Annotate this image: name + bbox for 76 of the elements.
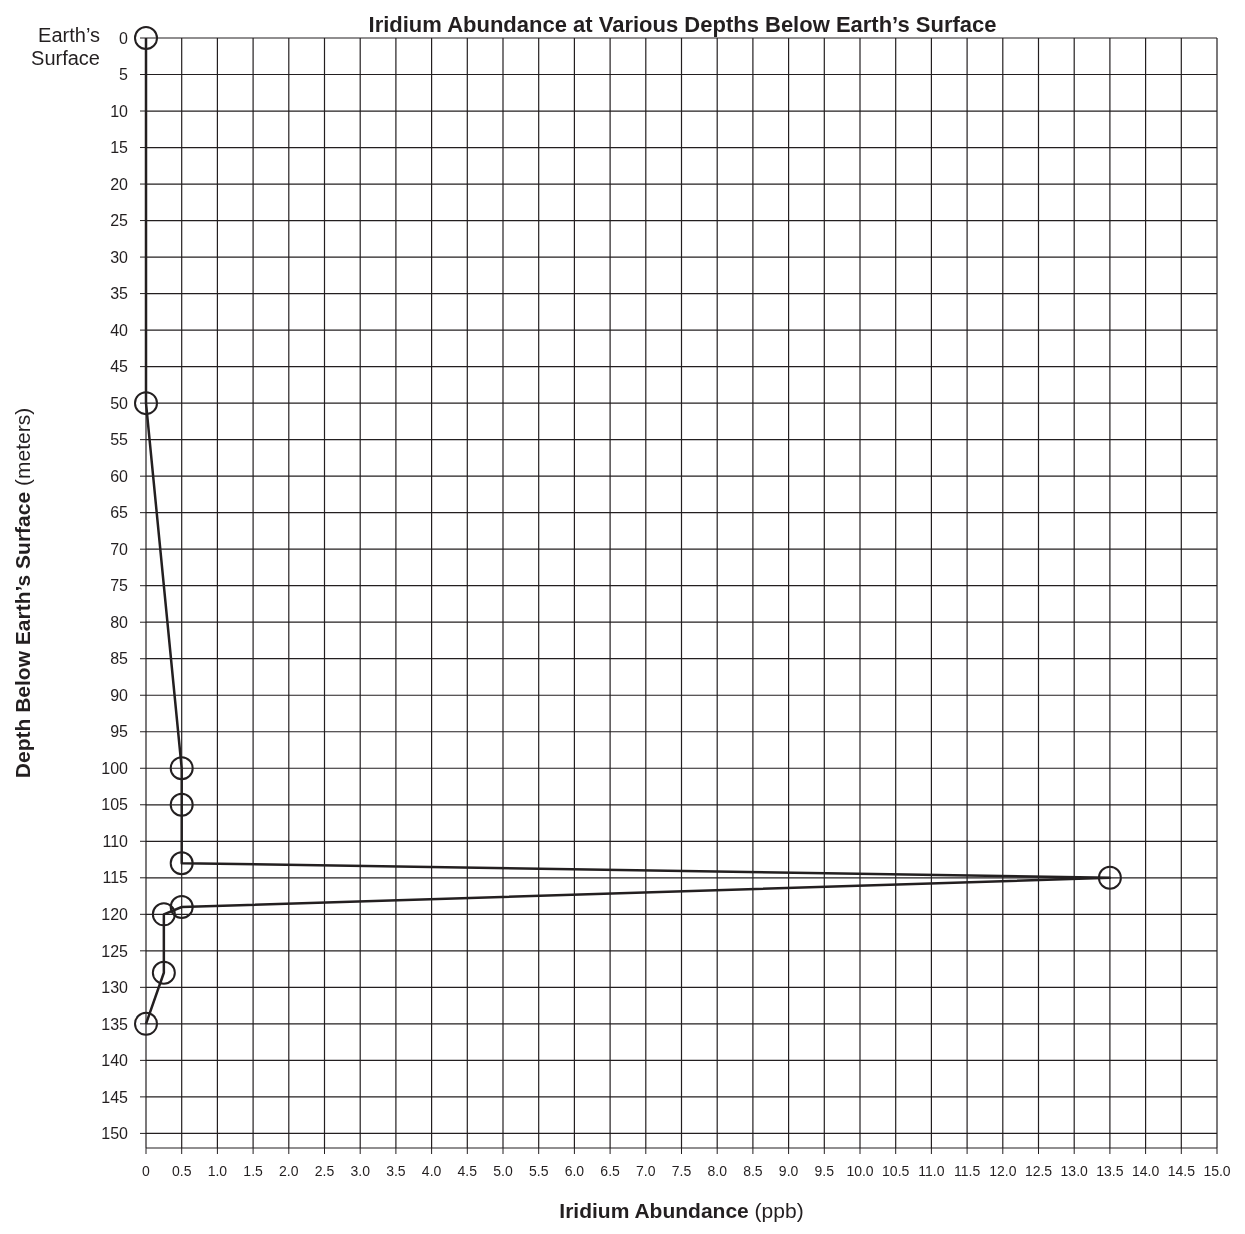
y-tick-label: 5 xyxy=(119,66,129,84)
y-tick-label: 130 xyxy=(101,979,129,997)
y-tick-label: 55 xyxy=(110,431,129,449)
x-tick-label: 8.0 xyxy=(707,1163,728,1179)
chart-title: Iridium Abundance at Various Depths Below Earth’s Surface xyxy=(368,12,997,37)
x-tick-label: 11.5 xyxy=(953,1163,981,1179)
x-tick-label: 5.0 xyxy=(493,1163,513,1179)
x-tick-label: 14.5 xyxy=(1167,1163,1196,1179)
y-tick-label: 0 xyxy=(119,29,129,47)
y-tick-label: 110 xyxy=(102,832,129,850)
x-tick-label: 1.5 xyxy=(243,1163,264,1179)
point xyxy=(1097,865,1122,890)
text: Earth’s Surface xyxy=(30,24,100,70)
y-tick-label: 150 xyxy=(101,1125,129,1143)
y-tick-label: 35 xyxy=(110,285,129,303)
point xyxy=(169,851,194,876)
x-tick-label: 3.0 xyxy=(350,1163,371,1179)
y-tick-label: 50 xyxy=(110,394,129,412)
point xyxy=(169,792,194,817)
y-tick-label: 135 xyxy=(101,1015,129,1033)
x-tick-label: 13.5 xyxy=(1096,1163,1124,1179)
y-axis-title: Depth Below Earth’s Surface (meters) xyxy=(11,407,34,779)
y-tick-label: 10 xyxy=(110,102,129,120)
x-tick-label: 0 xyxy=(142,1163,151,1179)
y-tick-label: 140 xyxy=(101,1052,129,1070)
point xyxy=(169,895,194,920)
x-axis-title: Iridium Abundance (ppb) xyxy=(559,1199,804,1222)
point xyxy=(134,1011,158,1036)
x-tick-label: 11.0 xyxy=(918,1163,945,1179)
x-tick-label: 2.5 xyxy=(314,1163,335,1179)
y-tick-label: 40 xyxy=(110,321,129,339)
y-tick-label: 30 xyxy=(110,248,129,266)
y-tick-label: 120 xyxy=(101,906,129,923)
y-tick-label: 70 xyxy=(110,540,129,558)
x-tick-label: 0.5 xyxy=(171,1163,192,1179)
x-tick-label: 10.5 xyxy=(882,1163,910,1179)
y-tick-label: 45 xyxy=(110,358,129,376)
y-tick-label: 15 xyxy=(110,139,129,157)
point xyxy=(134,26,158,50)
x-tick-label: 10.0 xyxy=(846,1163,874,1179)
y-tick-label: 105 xyxy=(101,796,129,814)
x-tick-label: 2.0 xyxy=(279,1163,299,1179)
x-tick-label: 14.0 xyxy=(1131,1163,1160,1179)
point xyxy=(134,391,158,416)
x-tick-label: 12.0 xyxy=(989,1163,1017,1179)
x-tick-label: 7.0 xyxy=(636,1163,656,1179)
y-tick-label: 85 xyxy=(110,650,129,668)
y-tick-label: 75 xyxy=(110,577,129,595)
x-tick-label: 6.0 xyxy=(564,1163,585,1179)
x-tick-label: 6.5 xyxy=(600,1163,621,1179)
point xyxy=(151,902,176,927)
x-tick-label: 9.0 xyxy=(778,1163,799,1179)
x-tick-label: 1.0 xyxy=(207,1163,228,1179)
x-tick-label: 3.5 xyxy=(386,1163,406,1179)
y-tick-label: 65 xyxy=(110,504,129,522)
x-tick-label: 15.0 xyxy=(1203,1163,1231,1179)
x-tick-label: 12.5 xyxy=(1024,1163,1053,1179)
x-tick-label: 7.5 xyxy=(671,1163,692,1179)
y-tick-label: 95 xyxy=(110,723,129,741)
y-tick-label: 90 xyxy=(110,686,129,704)
y-tick-label: 20 xyxy=(110,175,129,193)
x-tick-label: 4.5 xyxy=(457,1163,478,1179)
y-tick-label: 125 xyxy=(101,942,129,960)
y-tick-label: 60 xyxy=(110,467,129,485)
y-tick-label: 145 xyxy=(101,1088,129,1106)
x-tick-label: 13.0 xyxy=(1060,1163,1089,1179)
point xyxy=(169,756,194,781)
y-tick-label: 25 xyxy=(110,212,129,230)
x-tick-label: 8.5 xyxy=(743,1163,763,1179)
y-tick-label: 100 xyxy=(101,759,129,777)
x-tick-label: 9.5 xyxy=(814,1163,835,1179)
y-tick-label: 80 xyxy=(110,613,129,631)
x-tick-label: 5.5 xyxy=(528,1163,549,1179)
point xyxy=(151,960,176,985)
x-tick-label: 4.0 xyxy=(421,1163,442,1179)
y-tick-label: 115 xyxy=(102,869,129,887)
